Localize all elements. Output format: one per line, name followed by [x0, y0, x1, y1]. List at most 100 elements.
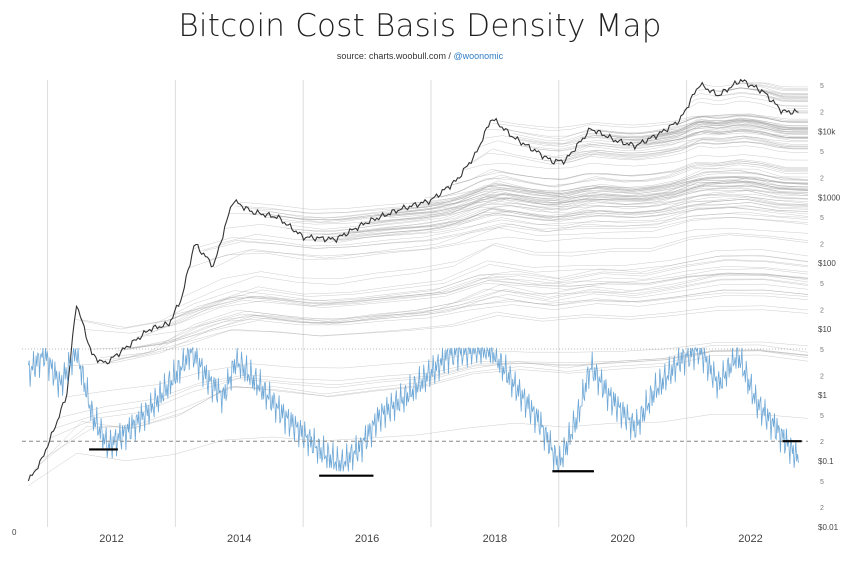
cost-basis-line — [518, 125, 809, 146]
cost-basis-line — [95, 305, 809, 362]
cost-basis-line — [188, 217, 809, 269]
cost-basis-line — [280, 195, 809, 225]
cost-basis-line — [384, 189, 809, 218]
cost-basis-line — [569, 141, 809, 155]
cost-basis-line — [327, 190, 809, 238]
cost-basis-line — [492, 114, 808, 132]
cost-basis-line — [564, 141, 809, 158]
cost-basis-line — [713, 93, 808, 100]
cost-basis-line — [28, 414, 809, 486]
cost-basis-line — [394, 168, 809, 210]
y-tick-label: $0.1 — [818, 457, 834, 466]
cost-basis-line — [590, 117, 808, 135]
cost-basis-line — [265, 182, 809, 224]
x-tick-label: 2012 — [99, 533, 123, 545]
y-minor-tick-label: 2 — [820, 373, 824, 380]
cost-basis-line — [311, 205, 809, 238]
cost-basis-line — [378, 185, 809, 217]
cost-basis-line — [100, 309, 809, 358]
cost-basis-line — [85, 268, 809, 334]
cost-basis-line — [760, 90, 808, 98]
cost-basis-line — [657, 119, 808, 136]
cost-basis-line — [198, 213, 809, 252]
cost-basis-line — [533, 135, 808, 151]
y-minor-tick-label: 5 — [820, 149, 824, 156]
cost-basis-line — [389, 194, 809, 219]
cost-basis-line — [260, 175, 809, 221]
x-origin-label: 0 — [12, 528, 17, 537]
cost-basis-line — [729, 87, 808, 97]
cost-basis-line — [652, 118, 808, 136]
y-minor-tick-label: 2 — [820, 109, 824, 116]
cost-basis-line — [796, 112, 808, 114]
cost-basis-line — [461, 154, 809, 171]
cost-basis-line — [409, 172, 809, 204]
x-tick-label: 2022 — [738, 533, 762, 545]
cost-basis-line — [677, 115, 808, 125]
cost-basis-line — [342, 198, 809, 234]
cost-basis-line — [770, 95, 808, 101]
cost-basis-line — [420, 180, 809, 207]
cost-basis-line — [291, 181, 809, 230]
cost-basis-line — [765, 97, 808, 102]
y-minor-tick-label: 2 — [820, 439, 824, 446]
cost-basis-line — [244, 185, 809, 214]
cost-basis-line — [126, 289, 809, 350]
cost-basis-line — [471, 137, 809, 163]
source-prefix: source: charts.woobull.com / — [336, 51, 454, 61]
source-handle-link[interactable]: @woonomic — [453, 51, 504, 61]
cost-basis-line — [172, 273, 809, 316]
x-tick-label: 2016 — [355, 533, 379, 545]
cost-basis-line — [631, 126, 808, 142]
cost-basis-line — [641, 132, 808, 145]
cost-basis-line — [115, 278, 809, 352]
cost-basis-line — [414, 176, 809, 205]
cost-basis-line — [121, 284, 809, 351]
x-tick-label: 2014 — [227, 533, 251, 545]
cost-basis-line — [157, 266, 809, 327]
cost-basis-line — [512, 119, 809, 142]
cost-basis-line — [693, 92, 808, 102]
cost-basis-line — [734, 80, 808, 89]
cost-basis-line — [270, 181, 809, 218]
y-minor-tick-label: 5 — [820, 347, 824, 354]
cost-basis-line — [688, 96, 808, 107]
y-tick-label: $1 — [818, 391, 827, 400]
y-tick-label: $10k — [818, 127, 836, 136]
cost-basis-line — [785, 107, 808, 109]
cost-basis-line — [621, 124, 809, 143]
cost-basis-line — [177, 234, 809, 308]
cost-basis-line — [399, 172, 809, 211]
x-tick-label: 2020 — [610, 533, 634, 545]
cost-basis-line — [136, 292, 809, 338]
cost-basis-line — [528, 129, 808, 147]
cost-basis-line — [208, 228, 809, 261]
cost-basis-line — [368, 185, 809, 225]
y-minor-tick-label: 2 — [820, 505, 824, 512]
cost-basis-line — [353, 206, 809, 234]
cost-basis-line — [425, 177, 809, 199]
y-tick-label: $1000 — [818, 193, 841, 202]
cost-basis-line — [775, 103, 808, 107]
y-minor-tick-label: 5 — [820, 215, 824, 222]
cost-basis-line — [605, 126, 809, 138]
cost-basis-line — [744, 83, 808, 90]
cost-basis-line — [203, 216, 809, 252]
cost-basis-line — [373, 181, 809, 216]
y-minor-tick-label: 2 — [820, 307, 824, 314]
cost-basis-line — [363, 181, 809, 224]
y-minor-tick-label: 5 — [820, 413, 824, 420]
cost-basis-line — [275, 187, 809, 221]
cost-basis-line — [131, 295, 809, 349]
chart-title: Bitcoin Cost Basis Density Map — [178, 8, 662, 44]
cost-basis-line — [193, 207, 809, 250]
y-tick-label: $0.01 — [818, 523, 839, 532]
y-minor-tick-label: 5 — [820, 479, 824, 486]
cost-basis-line — [755, 84, 808, 95]
cost-basis-line — [358, 177, 809, 224]
cost-basis-line — [317, 211, 809, 241]
cost-basis-line — [502, 113, 809, 140]
cost-basis-line — [440, 164, 809, 198]
y-minor-tick-label: 5 — [820, 83, 824, 90]
